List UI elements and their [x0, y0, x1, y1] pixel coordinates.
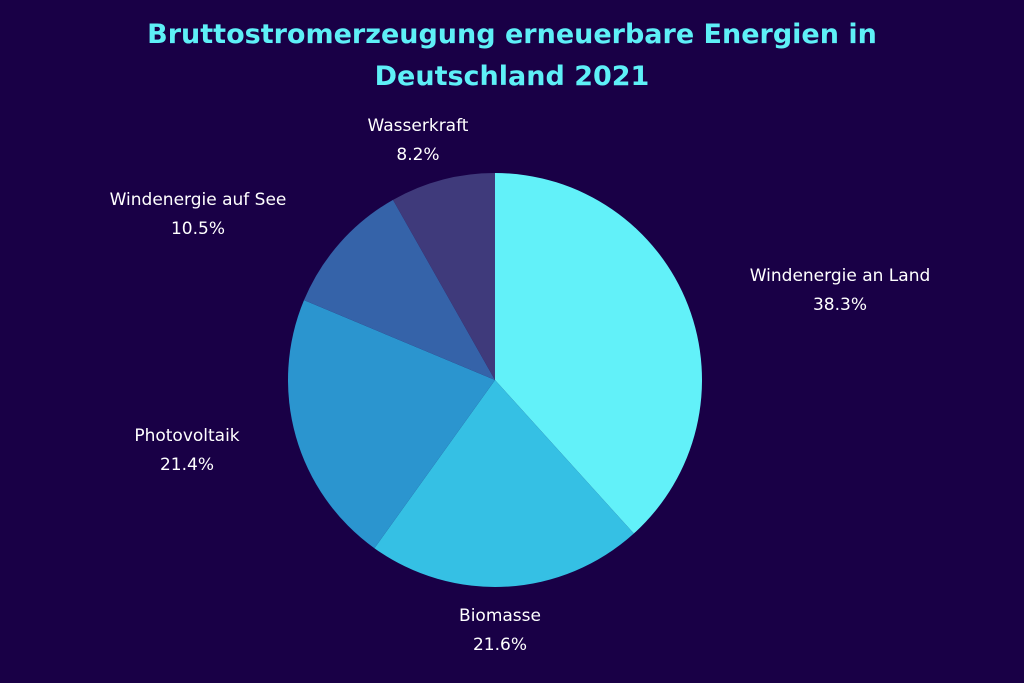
chart-title-line-1: Bruttostromerzeugung erneuerbare Energie…: [147, 19, 877, 50]
pie-slice-photovoltaik: [288, 300, 495, 549]
slice-value: 10.5%: [170, 219, 225, 239]
slice-label: Windenergie auf See: [109, 190, 287, 210]
slice-label: Wasserkraft: [367, 116, 469, 136]
slice-label: Biomasse: [459, 606, 541, 626]
chart-title-line-2: Deutschland 2021: [374, 61, 650, 92]
label-windenergie-auf-see: Windenergie auf See 10.5%: [110, 186, 287, 244]
pie-slice-wasserkraft: [393, 173, 495, 380]
pie-slice-windenergie-an-land: [495, 173, 702, 534]
slice-label: Windenergie an Land: [749, 266, 931, 286]
label-wasserkraft: Wasserkraft 8.2%: [368, 112, 469, 170]
chart-title: Bruttostromerzeugung erneuerbare Energie…: [0, 14, 1024, 98]
slice-value: 21.6%: [472, 635, 527, 655]
pie-slice-windenergie-auf-see: [304, 199, 495, 380]
slice-label: Photovoltaik: [134, 426, 240, 446]
label-biomasse: Biomasse 21.6%: [459, 602, 541, 660]
pie-slice-biomasse: [374, 380, 634, 587]
label-windenergie-an-land: Windenergie an Land 38.3%: [750, 262, 931, 320]
slice-value: 8.2%: [396, 145, 440, 165]
slice-value: 21.4%: [159, 455, 214, 475]
slice-value: 38.3%: [812, 295, 868, 315]
label-photovoltaik: Photovoltaik 21.4%: [134, 422, 239, 480]
